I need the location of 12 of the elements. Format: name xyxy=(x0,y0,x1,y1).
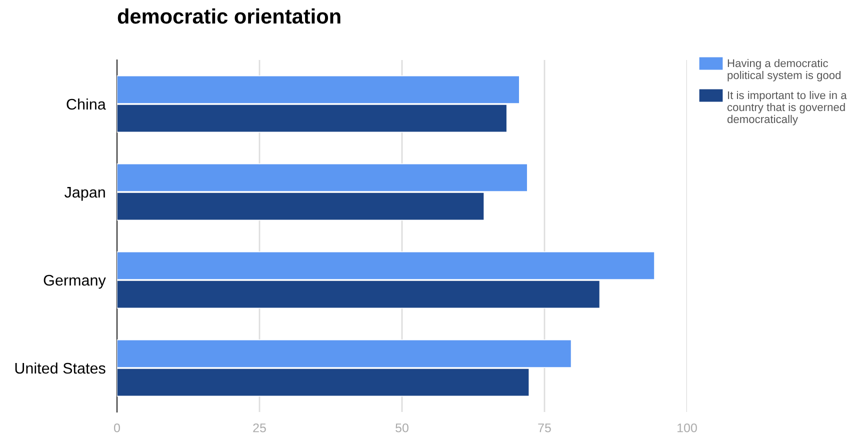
x-tick-label: 25 xyxy=(253,423,266,432)
y-tick-label: China xyxy=(66,98,106,110)
legend-label: It is important to live in a country that is governed democratically xyxy=(727,91,847,126)
y-tick-label: United States xyxy=(15,362,106,374)
x-tick-label: 50 xyxy=(396,423,408,432)
x-tick-label: 0 xyxy=(114,423,120,432)
legend-label: Having a democratic political system is good xyxy=(728,59,841,82)
x-tick-label: 75 xyxy=(538,424,551,432)
chart-title: democratic orientation xyxy=(118,8,340,24)
x-tick-label: 100 xyxy=(678,423,697,432)
y-tick-label: Germany xyxy=(44,274,106,289)
y-tick-label: Japan xyxy=(64,187,105,201)
